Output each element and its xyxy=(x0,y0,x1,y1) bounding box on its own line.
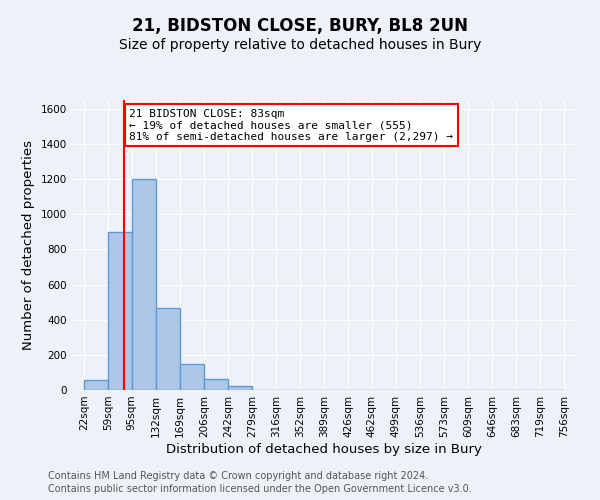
Text: Contains HM Land Registry data © Crown copyright and database right 2024.: Contains HM Land Registry data © Crown c… xyxy=(48,471,428,481)
Text: 21 BIDSTON CLOSE: 83sqm
← 19% of detached houses are smaller (555)
81% of semi-d: 21 BIDSTON CLOSE: 83sqm ← 19% of detache… xyxy=(129,109,453,142)
Y-axis label: Number of detached properties: Number of detached properties xyxy=(22,140,35,350)
Bar xyxy=(228,386,252,390)
Bar xyxy=(84,380,108,390)
Bar xyxy=(108,232,132,390)
Bar xyxy=(180,364,205,390)
Bar xyxy=(205,380,228,390)
X-axis label: Distribution of detached houses by size in Bury: Distribution of detached houses by size … xyxy=(166,442,482,456)
Bar xyxy=(132,179,156,390)
Text: Contains public sector information licensed under the Open Government Licence v3: Contains public sector information licen… xyxy=(48,484,472,494)
Bar xyxy=(156,308,180,390)
Text: 21, BIDSTON CLOSE, BURY, BL8 2UN: 21, BIDSTON CLOSE, BURY, BL8 2UN xyxy=(132,18,468,36)
Text: Size of property relative to detached houses in Bury: Size of property relative to detached ho… xyxy=(119,38,481,52)
